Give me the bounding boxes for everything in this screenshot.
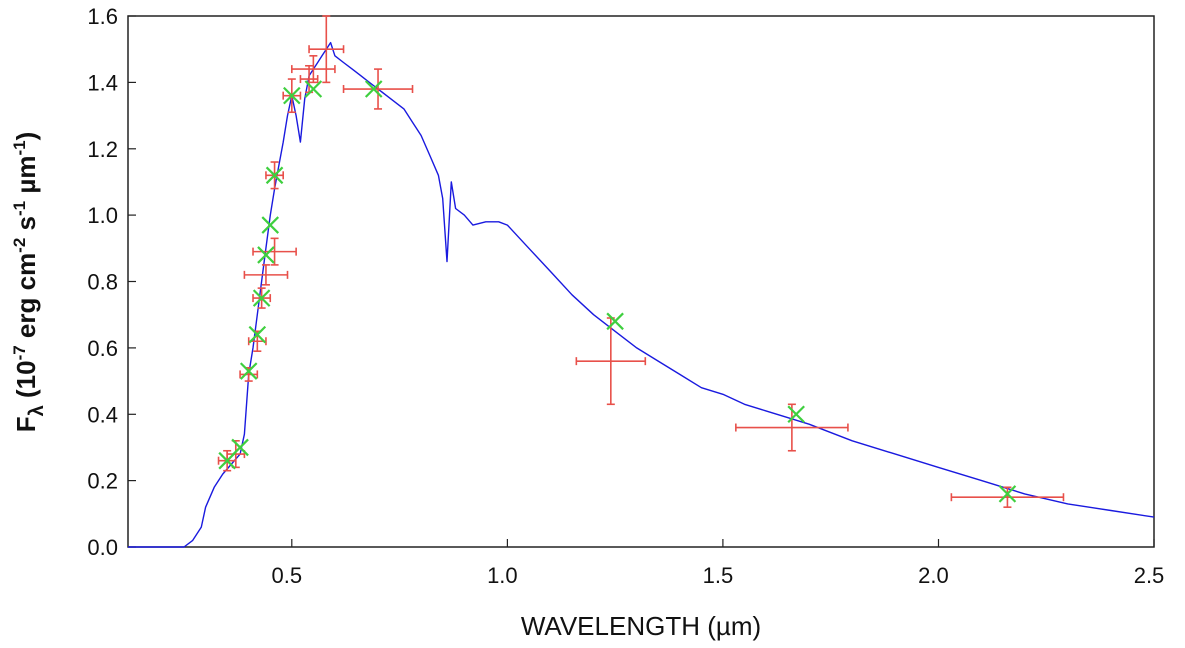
spectrum-line — [128, 41, 1155, 548]
observed-point — [575, 317, 647, 406]
model-point — [252, 289, 271, 307]
model-point — [261, 216, 280, 234]
model-point — [248, 325, 267, 344]
y-label-exp-1: -7 — [10, 345, 29, 360]
model-cross-stroke — [304, 80, 323, 98]
model-cross-stroke — [364, 80, 383, 98]
y-label-lambda: λ — [26, 405, 48, 416]
y-tick-label: 1.0 — [87, 203, 118, 228]
y-label-exp-4: -1 — [10, 140, 29, 155]
y-tick-label: 1.4 — [87, 70, 118, 95]
model-point — [257, 246, 275, 264]
model-point — [304, 80, 323, 98]
ticks: 0.5 1.0 1.5 2.0 2.5 0.0 0.2 0.4 0.6 0.8 1.0 1.2 1.4 1… — [87, 4, 1164, 588]
y-label-exp-3: -1 — [10, 201, 29, 216]
y-tick-label: 0.6 — [87, 336, 118, 361]
model-cross-stroke — [283, 86, 301, 105]
y-axis-label: Fλ (10-7 erg cm-2 s-1 µm-1) — [10, 132, 48, 433]
y-label-prefix: F — [11, 416, 41, 432]
x-axis-label: WAVELENGTH (µm) — [521, 611, 761, 641]
y-label-part-4: µm — [11, 156, 41, 201]
observed-point — [342, 68, 414, 110]
y-tick-label: 0.2 — [87, 469, 118, 494]
y-tick-label: 0.4 — [87, 402, 118, 427]
model-cross-stroke — [787, 405, 805, 424]
observed-point — [252, 287, 272, 309]
y-tick-label: 0.0 — [87, 535, 118, 560]
y-label-part-1: (10 — [11, 360, 41, 405]
model-point — [787, 405, 805, 424]
y-label-part-2: erg cm — [11, 253, 41, 346]
model-point — [606, 312, 624, 331]
x-tick-label: 1.5 — [703, 563, 734, 588]
x-tick-label: 0.5 — [272, 563, 303, 588]
y-tick-label: 0.8 — [87, 270, 118, 295]
x-tick-label: 1.0 — [487, 563, 518, 588]
model-cross-stroke — [231, 438, 249, 457]
observed-point — [950, 486, 1065, 508]
model-cross-stroke — [248, 325, 267, 344]
model-point — [283, 86, 301, 105]
model-cross-stroke — [261, 216, 280, 234]
model-cross-stroke — [252, 289, 271, 307]
observed-point — [252, 237, 297, 266]
model-point — [998, 485, 1017, 503]
model-cross-stroke — [606, 312, 624, 331]
y-label-part-3: s — [11, 216, 41, 238]
observed-point — [291, 55, 336, 84]
x-tick-label: 2.0 — [918, 563, 949, 588]
model-point — [231, 438, 249, 457]
model-point — [265, 166, 284, 185]
model-point — [239, 362, 258, 380]
series — [128, 15, 1155, 548]
observed-point — [308, 15, 345, 84]
plot-frame — [127, 15, 1155, 548]
model-point — [364, 80, 383, 98]
observed-point — [243, 264, 289, 286]
y-tick-label: 1.6 — [87, 4, 118, 29]
x-tick-label: 2.5 — [1134, 563, 1165, 588]
model-cross-stroke — [998, 485, 1017, 503]
observed-point — [239, 366, 259, 382]
observed-point — [735, 403, 849, 452]
y-label-part-5: ) — [11, 132, 41, 141]
y-label-exp-2: -2 — [10, 238, 29, 253]
model-cross-stroke — [265, 166, 284, 185]
observed-point — [226, 439, 246, 469]
y-tick-label: 1.2 — [87, 137, 118, 162]
model-cross-stroke — [257, 246, 275, 264]
model-cross-stroke — [239, 362, 258, 380]
